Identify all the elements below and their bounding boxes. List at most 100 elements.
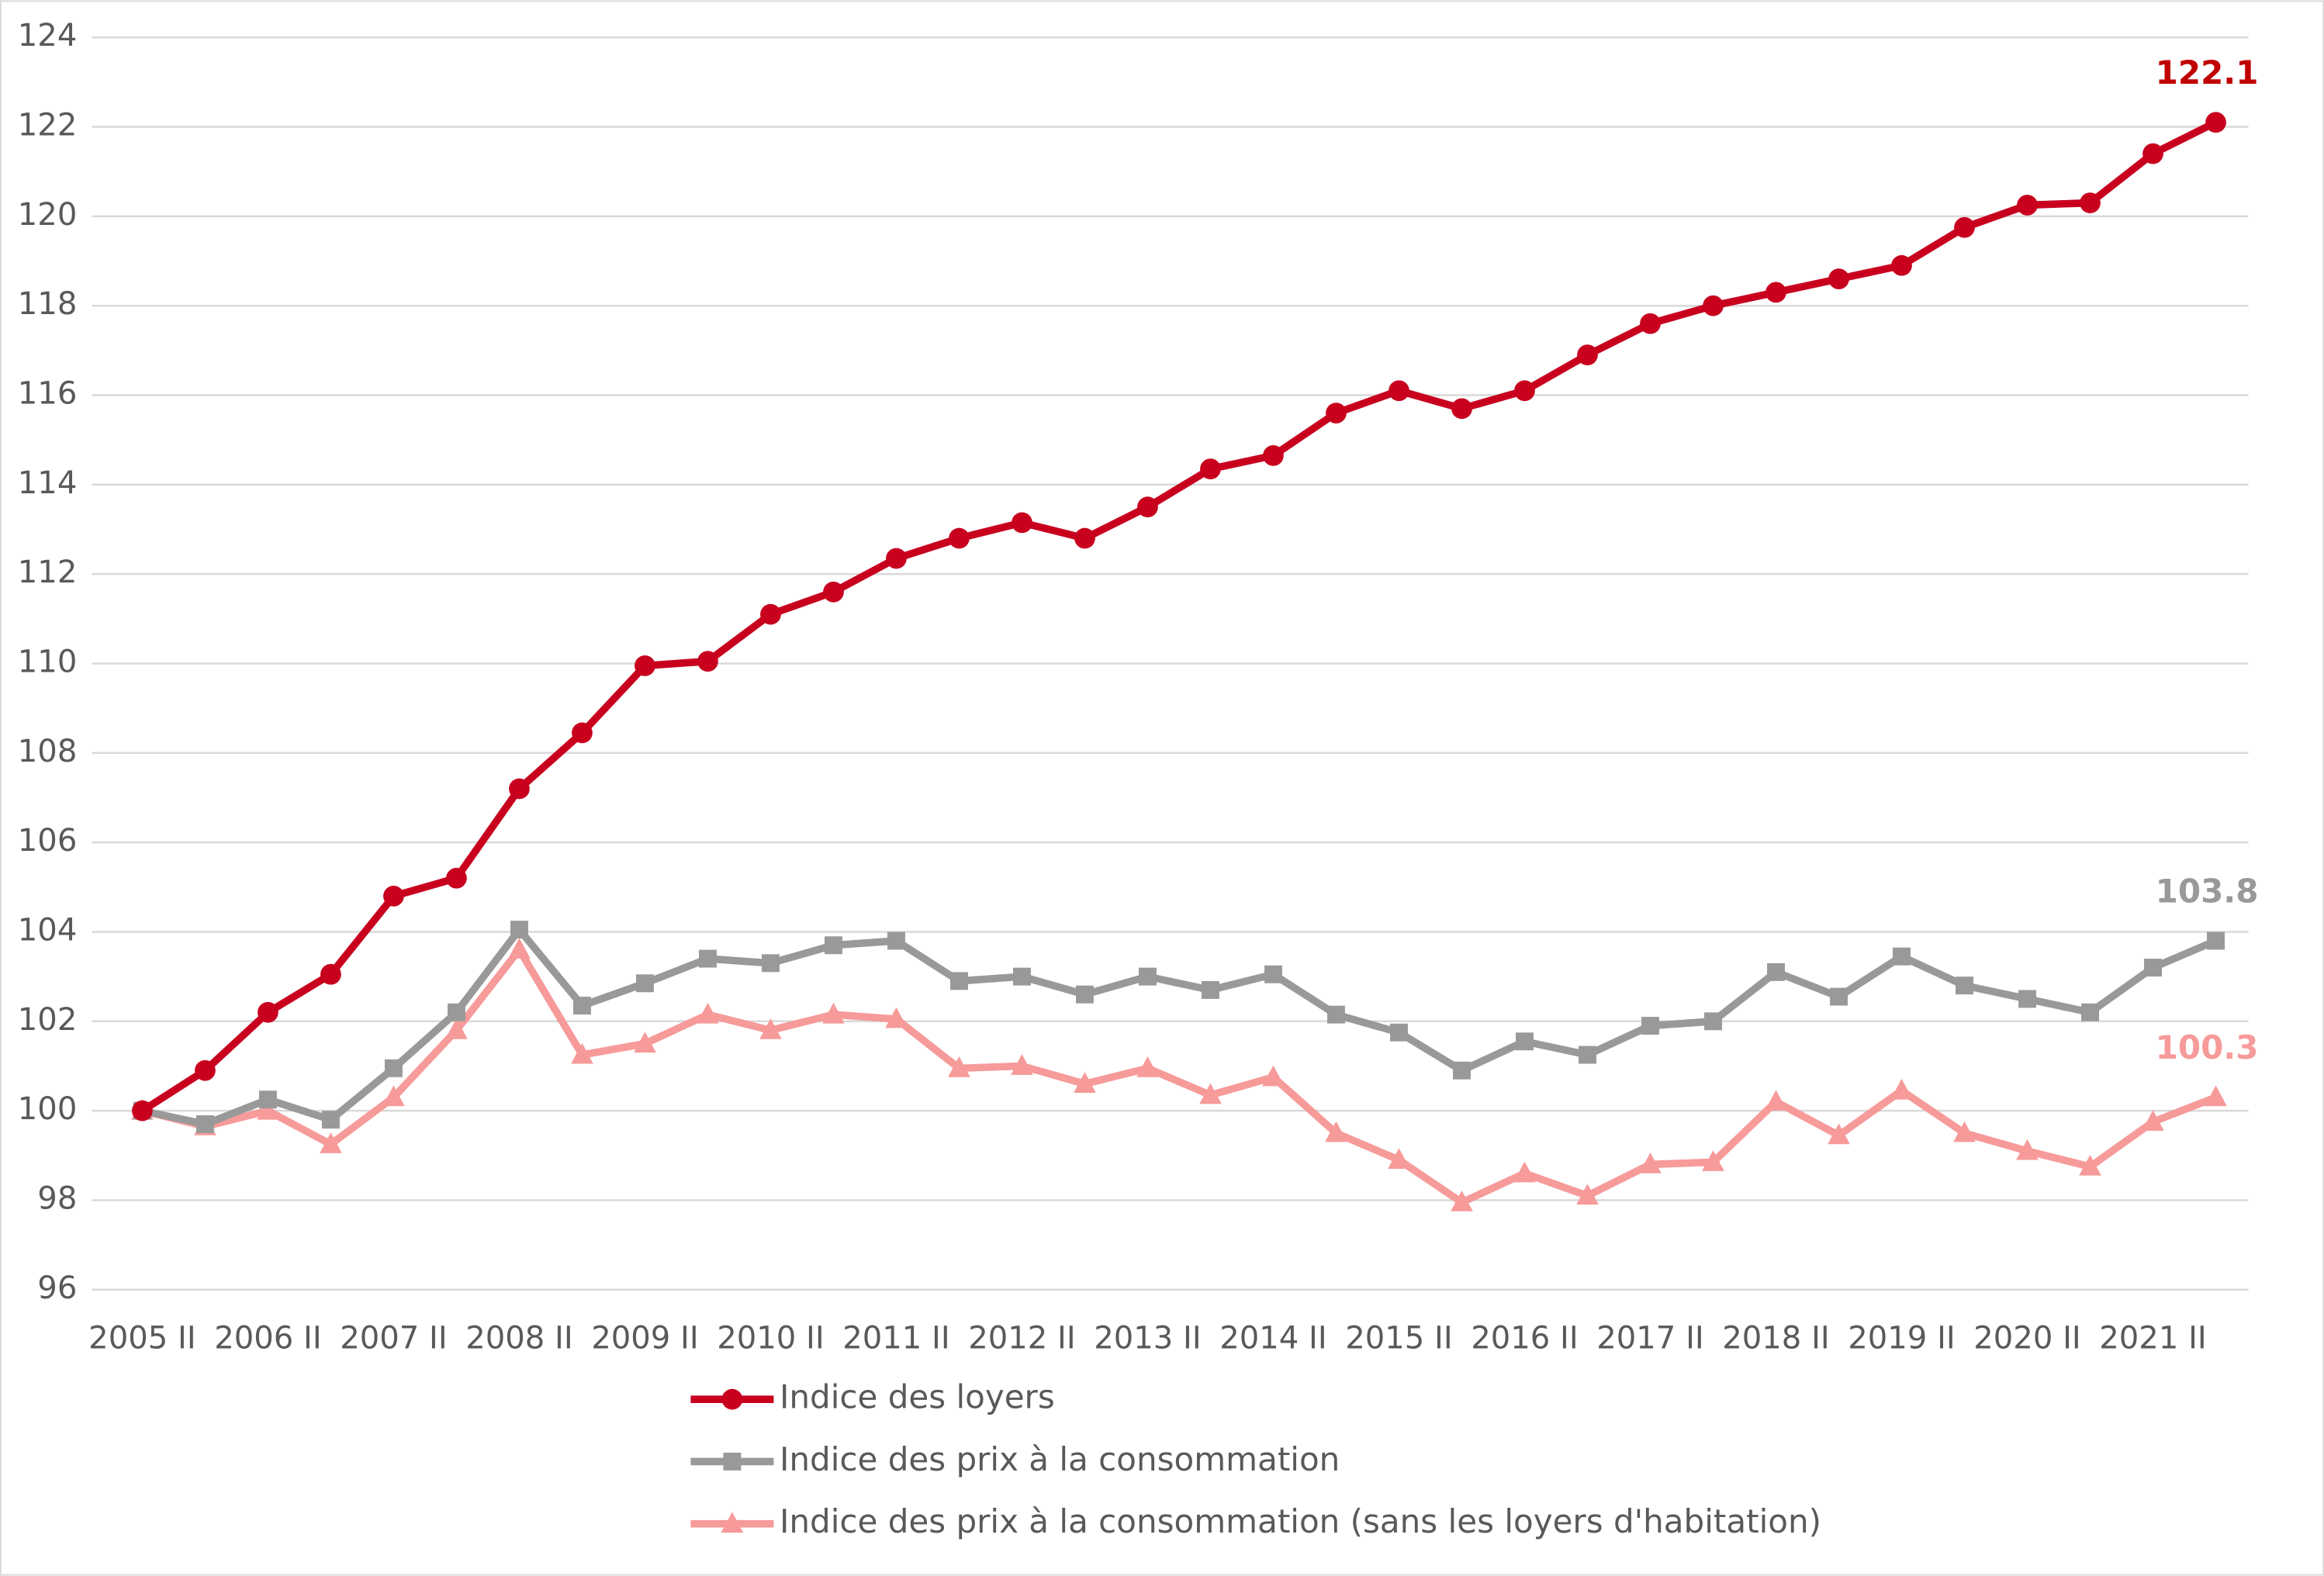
point xyxy=(1076,985,1094,1004)
legend-label: Indice des prix à la consommation (sans … xyxy=(780,1502,1821,1540)
point xyxy=(1576,1184,1599,1205)
point xyxy=(1767,963,1785,981)
point xyxy=(257,1098,279,1120)
point xyxy=(320,963,341,985)
data-label: 122.1 xyxy=(2156,54,2259,92)
point xyxy=(1514,380,1535,402)
point xyxy=(823,581,844,603)
y-tick-label: 114 xyxy=(18,465,78,501)
point xyxy=(1327,1005,1345,1024)
point xyxy=(2144,959,2162,977)
point xyxy=(1390,1023,1408,1042)
point xyxy=(1828,1123,1850,1145)
point xyxy=(320,1132,342,1153)
point xyxy=(2080,192,2101,213)
point xyxy=(1264,965,1282,983)
data-label: 100.3 xyxy=(2156,1028,2259,1066)
point xyxy=(824,936,842,955)
y-tick-label: 96 xyxy=(37,1270,77,1306)
point xyxy=(1893,947,1911,966)
point xyxy=(1202,980,1219,999)
point xyxy=(446,867,467,889)
point xyxy=(445,1018,468,1039)
y-tick-label: 112 xyxy=(18,555,78,590)
point xyxy=(1074,527,1095,549)
point xyxy=(1956,976,1973,995)
point xyxy=(634,1032,656,1053)
point xyxy=(1577,344,1598,366)
point xyxy=(1639,1153,1662,1173)
point xyxy=(1200,458,1221,480)
point xyxy=(1388,1148,1410,1170)
x-tick-label: 2007 II xyxy=(340,1321,447,1357)
point xyxy=(635,974,654,993)
y-tick-label: 122 xyxy=(18,108,78,143)
point xyxy=(1765,282,1786,303)
x-tick-label: 2008 II xyxy=(465,1321,572,1357)
series-line xyxy=(141,925,2218,1128)
legend-label: Indice des prix à la consommation xyxy=(780,1440,1340,1478)
point xyxy=(949,972,968,990)
point xyxy=(1830,987,1848,1006)
point xyxy=(1137,496,1158,518)
point xyxy=(1640,313,1661,334)
x-tick-label: 2010 II xyxy=(717,1321,824,1357)
point xyxy=(723,1452,742,1471)
point xyxy=(132,1100,153,1122)
point xyxy=(1013,967,1031,986)
point xyxy=(2016,1139,2039,1160)
point xyxy=(1891,254,1912,276)
x-tick-label: 2016 II xyxy=(1471,1321,1578,1357)
point xyxy=(571,1042,593,1064)
point xyxy=(698,949,717,968)
point xyxy=(2018,990,2036,1008)
point xyxy=(759,1018,782,1039)
y-tick-label: 110 xyxy=(18,644,78,679)
point xyxy=(2142,143,2163,164)
point xyxy=(447,1003,465,1021)
point xyxy=(1325,1121,1347,1142)
y-tick-label: 108 xyxy=(18,734,78,769)
point xyxy=(384,1059,403,1077)
x-tick-label: 2012 II xyxy=(968,1321,1075,1357)
point xyxy=(1704,1012,1722,1031)
point xyxy=(1139,967,1157,986)
y-tick-label: 102 xyxy=(18,1002,78,1038)
point xyxy=(1074,1072,1096,1093)
point xyxy=(1765,1090,1787,1111)
point xyxy=(2142,1110,2164,1132)
y-tick-label: 124 xyxy=(18,18,78,54)
point xyxy=(886,548,907,569)
x-tick-label: 2019 II xyxy=(1848,1321,1955,1357)
legend-label: Indice des loyers xyxy=(780,1378,1055,1416)
point xyxy=(1641,1017,1659,1035)
point xyxy=(572,722,593,744)
point xyxy=(258,1001,278,1023)
y-tick-label: 120 xyxy=(18,197,78,233)
x-tick-label: 2014 II xyxy=(1219,1321,1326,1357)
point xyxy=(1451,398,1472,420)
point xyxy=(721,1512,744,1533)
data-label: 103.8 xyxy=(2156,872,2259,910)
point xyxy=(321,1111,340,1129)
point xyxy=(382,1085,405,1107)
point xyxy=(1451,1191,1473,1211)
point xyxy=(697,1002,719,1024)
point xyxy=(887,931,905,950)
x-tick-label: 2006 II xyxy=(214,1321,321,1357)
point xyxy=(1579,1045,1596,1064)
point xyxy=(1199,1083,1222,1104)
point xyxy=(1954,216,1975,238)
point xyxy=(635,655,655,676)
x-tick-label: 2009 II xyxy=(591,1321,698,1357)
point xyxy=(508,938,531,959)
point xyxy=(1263,444,1284,466)
point xyxy=(1702,1150,1724,1171)
point xyxy=(948,1056,970,1077)
point xyxy=(2079,1154,2101,1176)
point xyxy=(2205,112,2226,133)
point xyxy=(822,1002,845,1024)
point xyxy=(1703,295,1724,316)
point xyxy=(1326,403,1347,423)
